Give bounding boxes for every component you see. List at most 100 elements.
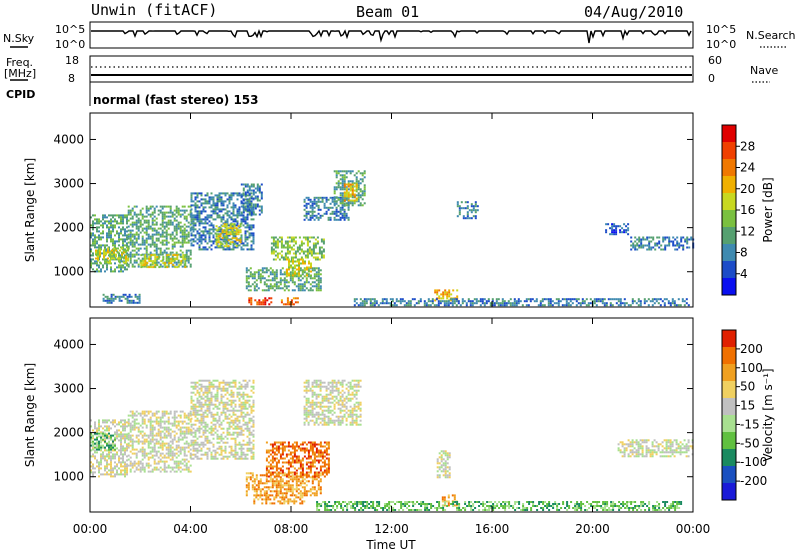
data-cell [171, 446, 174, 449]
data-cell [246, 421, 249, 424]
data-cell [98, 429, 100, 432]
data-cell [110, 475, 112, 478]
data-cell [210, 222, 213, 225]
data-cell [339, 208, 342, 211]
data-cell [192, 453, 195, 456]
data-cell [129, 239, 132, 242]
data-cell [255, 285, 258, 288]
data-cell [632, 244, 635, 247]
data-cell [294, 242, 297, 245]
data-cell [190, 196, 193, 199]
data-cell [171, 243, 174, 246]
data-cell [145, 440, 148, 443]
data-cell [248, 421, 251, 424]
data-cell [118, 429, 120, 432]
data-cell [244, 405, 247, 408]
data-cell [224, 248, 227, 251]
data-cell [179, 470, 182, 473]
data-cell [239, 237, 242, 240]
data-cell [106, 461, 108, 464]
data-cell [198, 236, 201, 239]
data-cell [242, 385, 245, 388]
data-cell [133, 213, 136, 216]
data-cell [179, 420, 182, 423]
data-cell [137, 412, 140, 415]
data-cell [190, 192, 193, 195]
data-cell [144, 256, 147, 259]
data-cell [102, 438, 104, 441]
data-cell [183, 426, 186, 429]
data-cell [127, 436, 130, 439]
data-cell [208, 387, 211, 390]
data-cell [224, 455, 227, 458]
data-cell [242, 405, 245, 408]
data-cell [183, 235, 186, 238]
data-cell [649, 300, 652, 303]
data-cell [298, 270, 300, 273]
data-cell [255, 279, 258, 282]
data-cell [94, 442, 96, 445]
data-cell [220, 433, 223, 436]
data-cell [242, 206, 245, 209]
data-cell [262, 301, 265, 304]
data-cell [127, 205, 130, 208]
data-cell [308, 270, 310, 273]
data-cell [210, 441, 213, 444]
data-cell [303, 198, 306, 201]
data-cell [226, 401, 229, 404]
data-cell [221, 225, 224, 228]
data-cell [108, 234, 110, 237]
data-cell [131, 221, 134, 224]
data-cell [222, 409, 225, 412]
data-cell [185, 466, 188, 469]
data-cell [118, 260, 120, 263]
data-cell [149, 257, 152, 260]
data-cell [157, 460, 160, 463]
data-cell [240, 451, 243, 454]
data-cell [129, 426, 132, 429]
data-cell [361, 198, 364, 201]
data-cell [627, 304, 630, 307]
data-cell [110, 455, 112, 458]
data-cell [226, 391, 229, 394]
data-cell [225, 223, 228, 226]
data-cell [190, 204, 193, 207]
data-cell [194, 210, 197, 213]
data-cell [127, 438, 130, 441]
data-cell [217, 229, 220, 232]
data-cell [134, 295, 137, 298]
data-cell [181, 261, 184, 264]
data-cell [254, 203, 257, 206]
data-cell [684, 238, 687, 241]
data-cell [474, 209, 477, 212]
data-cell [242, 192, 245, 195]
data-cell [413, 298, 416, 301]
data-cell [196, 218, 199, 221]
data-cell [118, 459, 120, 462]
data-cell [343, 191, 346, 194]
data-cell [279, 279, 282, 282]
data-cell [169, 452, 172, 455]
data-cell [118, 216, 120, 219]
data-cell [125, 259, 127, 262]
data-cell [143, 440, 146, 443]
data-cell [493, 304, 496, 307]
data-cell [190, 381, 193, 384]
data-cell [509, 304, 512, 307]
data-cell [178, 264, 181, 267]
data-cell [143, 243, 146, 246]
data-cell [248, 206, 251, 209]
data-cell [325, 212, 328, 215]
data-cell [119, 249, 121, 252]
data-cell [169, 448, 172, 451]
data-cell [212, 196, 215, 199]
data-cell [632, 242, 635, 245]
data-cell [489, 302, 492, 305]
data-cell [357, 170, 360, 173]
data-cell [153, 458, 156, 461]
data-cell [127, 253, 130, 256]
data-cell [140, 254, 143, 257]
data-cell [513, 302, 516, 305]
data-cell [126, 467, 128, 470]
data-cell [183, 231, 186, 234]
